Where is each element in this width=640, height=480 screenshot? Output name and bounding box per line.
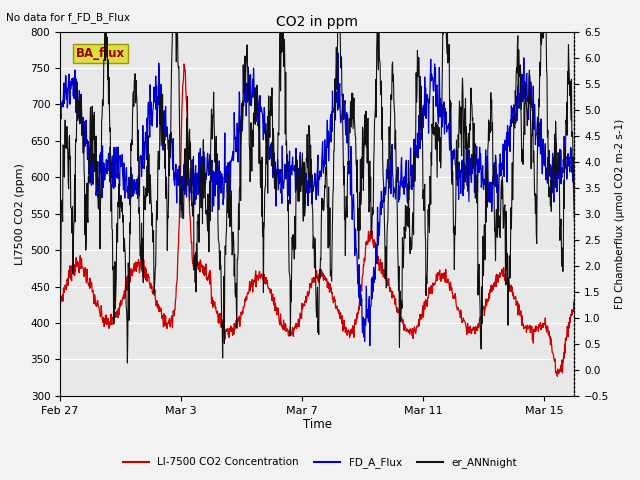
- X-axis label: Time: Time: [303, 419, 332, 432]
- Title: CO2 in ppm: CO2 in ppm: [276, 15, 358, 29]
- Y-axis label: LI7500 CO2 (ppm): LI7500 CO2 (ppm): [15, 163, 25, 264]
- Text: No data for f_FD_B_Flux: No data for f_FD_B_Flux: [6, 12, 131, 23]
- Y-axis label: FD Chamberflux (µmol CO2 m-2 s-1): FD Chamberflux (µmol CO2 m-2 s-1): [615, 119, 625, 309]
- Text: BA_flux: BA_flux: [76, 47, 125, 60]
- Legend: LI-7500 CO2 Concentration, FD_A_Flux, er_ANNnight: LI-7500 CO2 Concentration, FD_A_Flux, er…: [118, 453, 522, 472]
